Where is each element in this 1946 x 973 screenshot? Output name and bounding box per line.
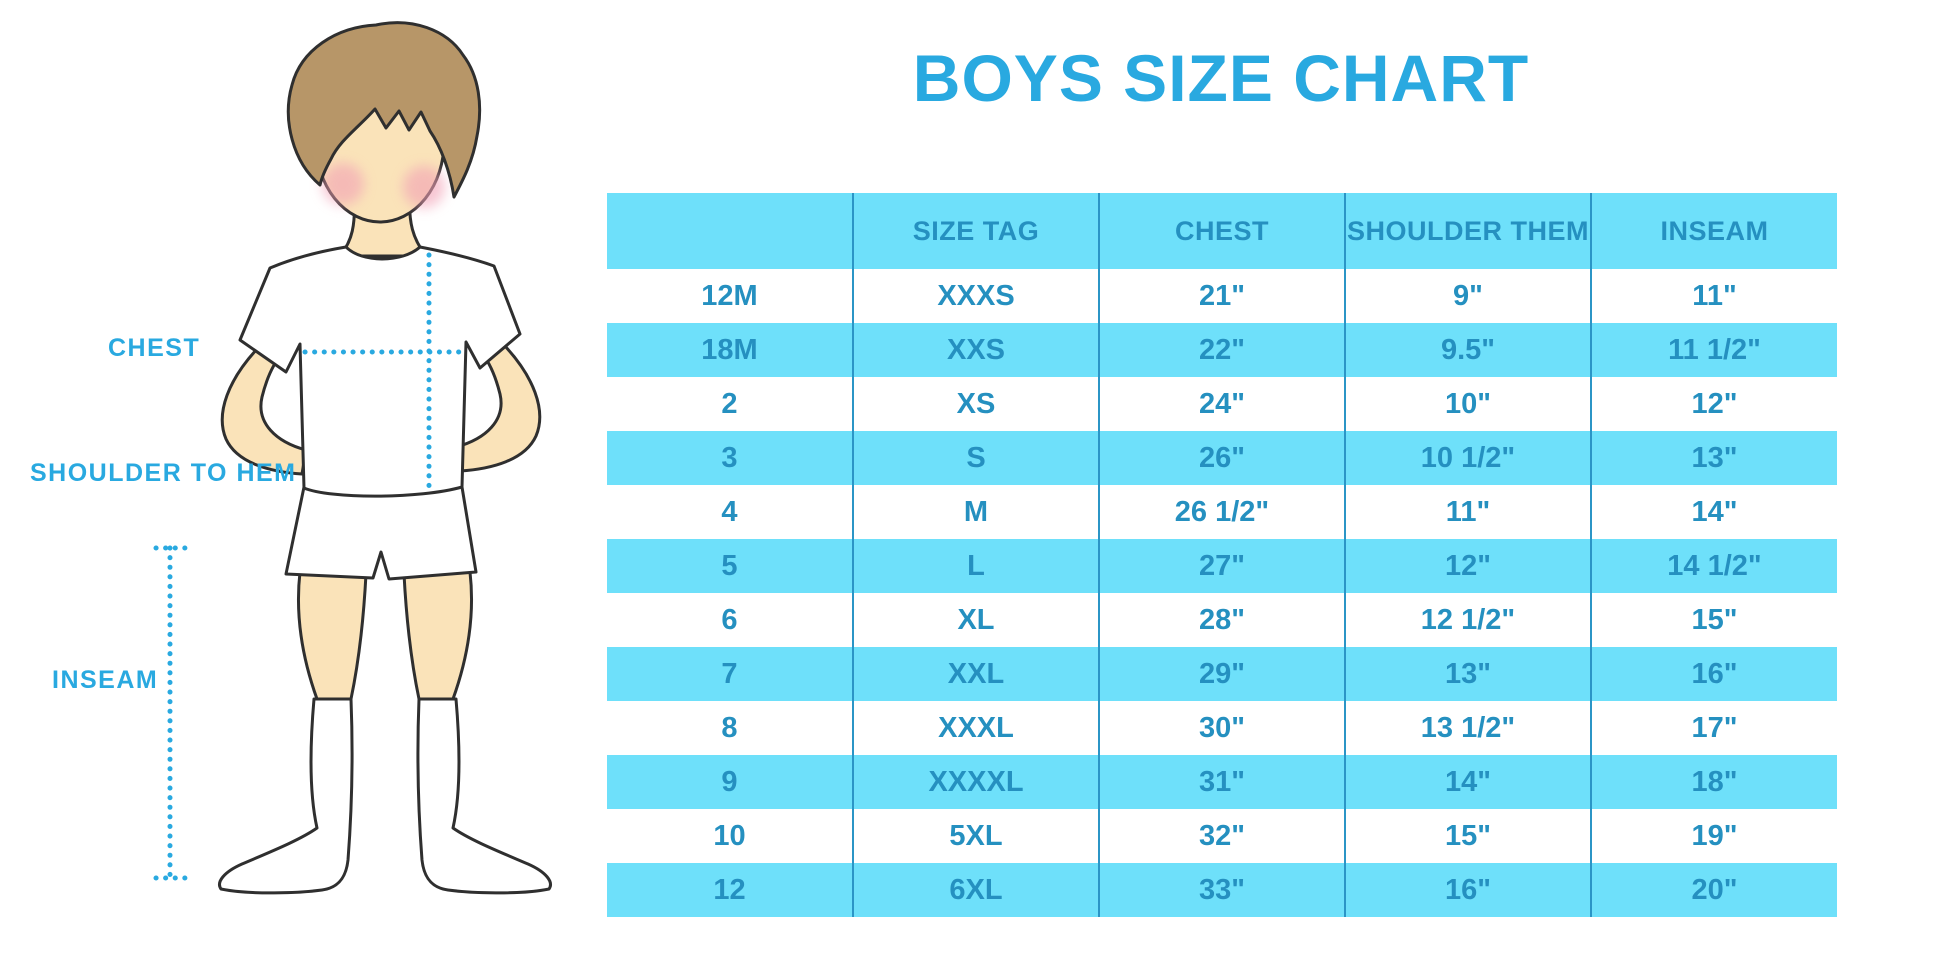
table-row: 3 S 26" 10 1/2" 13" [607, 431, 1837, 485]
inseam-dotted-line [153, 545, 195, 881]
table-cell: 7 [607, 647, 853, 701]
header-cell-empty [607, 193, 853, 269]
table-cell: 4 [721, 495, 738, 528]
table-cell: 18" [1590, 755, 1837, 809]
table-cell: 30" [1098, 701, 1345, 755]
table-row: 8 XXXL 30" 13 1/2" 17" [607, 701, 1837, 755]
table-cell: 33" [1098, 863, 1345, 917]
table-cell: 13" [1590, 431, 1837, 485]
boy-measurement-figure [153, 21, 552, 895]
table-row: 5 L 27" 12" 14 1/2" [607, 539, 1837, 593]
table-cell: 29" [1098, 647, 1345, 701]
table-cell: 9" [1344, 269, 1591, 323]
table-cell: 16" [1344, 863, 1591, 917]
table-cell: 26" [1098, 431, 1345, 485]
table-row: 10 5XL 32" 15" 19" [607, 809, 1837, 863]
table-cell: 5XL [852, 809, 1099, 863]
table-cell: XXS [852, 323, 1099, 377]
table-cell: XXXXL [852, 755, 1099, 809]
figure-cheeks [322, 163, 445, 208]
table-cell: 15" [1590, 593, 1837, 647]
table-cell: 13" [1344, 647, 1591, 701]
figure-left-arm [220, 346, 308, 476]
table-cell: 12 [607, 863, 853, 917]
table-row: 18M XXS 22" 9.5" 11 1/2" [607, 323, 1837, 377]
header-cell-inseam: INSEAM [1590, 193, 1837, 269]
table-cell: XXXS [852, 269, 1099, 323]
table-cell: 18M [607, 323, 853, 377]
table-cell: 19" [1590, 809, 1837, 863]
inseam-label: INSEAM [52, 666, 159, 694]
table-cell: 20" [1590, 863, 1837, 917]
table-cell: 22" [1098, 323, 1345, 377]
table-cell: 12M [701, 279, 758, 312]
header-row: SIZE TAG CHEST SHOULDER THEM INSEAM [607, 193, 1837, 269]
table-cell: 26 1/2" [1098, 485, 1345, 539]
table-cell: 3 [607, 431, 853, 485]
table-row: 6 XL 28" 12 1/2" 15" [607, 593, 1837, 647]
table-cell: 10 1/2" [1344, 431, 1591, 485]
figure-right-arm [454, 343, 542, 473]
table-cell: L [852, 539, 1099, 593]
table-cell: 12" [1344, 539, 1591, 593]
table-row: 7 XXL 29" 13" 16" [607, 647, 1837, 701]
figure-left-sock [218, 697, 354, 895]
shoulder-to-hem-label: SHOULDER TO HEM [30, 459, 297, 487]
figure-shorts [284, 485, 478, 581]
figure-right-sock [416, 697, 552, 895]
table-row: 12M XXXS 21" 9" 11" [607, 269, 1837, 323]
table-cell: 12" [1590, 377, 1837, 431]
table-cell: 9.5" [1344, 323, 1591, 377]
table-row: 9 XXXXL 31" 14" 18" [607, 755, 1837, 809]
table-cell: M [852, 485, 1099, 539]
table-cell: 9 [607, 755, 853, 809]
figure-hair [286, 21, 482, 199]
table-cell: 16" [1590, 647, 1837, 701]
size-table: SIZE TAG CHEST SHOULDER THEM INSEAM 12M X… [607, 193, 1837, 917]
figure-left-leg [297, 570, 368, 701]
size-table-body: 12M XXXS 21" 9" 11" 18M XXS 22" 9.5" 11 1/2" 2 XS 24… [607, 269, 1837, 917]
table-cell: 27" [1098, 539, 1345, 593]
table-cell: 31" [1098, 755, 1345, 809]
table-cell: 2 [721, 387, 738, 420]
table-cell: 32" [1098, 809, 1345, 863]
table-cell: 6 [721, 603, 738, 636]
page-title: BOYS SIZE CHART [912, 41, 1530, 115]
table-cell: S [852, 431, 1099, 485]
table-cell: 21" [1098, 269, 1345, 323]
table-row: 2 XS 24" 10" 12" [607, 377, 1837, 431]
table-cell: 12 1/2" [1344, 593, 1591, 647]
table-cell: 13 1/2" [1344, 701, 1591, 755]
table-row: 12 6XL 33" 16" 20" [607, 863, 1837, 917]
table-cell: 14" [1590, 485, 1837, 539]
table-cell: 8 [721, 711, 738, 744]
table-cell: 11" [1590, 269, 1837, 323]
table-cell: 6XL [852, 863, 1099, 917]
size-table-header: SIZE TAG CHEST SHOULDER THEM INSEAM [607, 193, 1837, 269]
table-row: 4 M 26 1/2" 11" 14" [607, 485, 1837, 539]
table-cell: 17" [1590, 701, 1837, 755]
table-cell: 11" [1344, 485, 1591, 539]
header-cell-chest: CHEST [1098, 193, 1345, 269]
table-cell: XXXL [852, 701, 1099, 755]
figure-shirt [238, 245, 522, 498]
table-cell: 14 1/2" [1590, 539, 1837, 593]
table-cell: XS [852, 377, 1099, 431]
table-cell: XXL [852, 647, 1099, 701]
table-cell: 24" [1098, 377, 1345, 431]
header-cell-size-tag: SIZE TAG [852, 193, 1099, 269]
header-cell-shoulder: SHOULDER THEM [1344, 193, 1591, 269]
table-cell: XL [852, 593, 1099, 647]
table-cell: 28" [1098, 593, 1345, 647]
figure-right-leg [402, 570, 473, 701]
table-cell: 10 [713, 819, 746, 852]
table-cell: 14" [1344, 755, 1591, 809]
table-cell: 15" [1344, 809, 1591, 863]
chest-label: CHEST [108, 334, 201, 362]
table-cell: 10" [1344, 377, 1591, 431]
table-cell: 11 1/2" [1590, 323, 1837, 377]
table-cell: 5 [607, 539, 853, 593]
